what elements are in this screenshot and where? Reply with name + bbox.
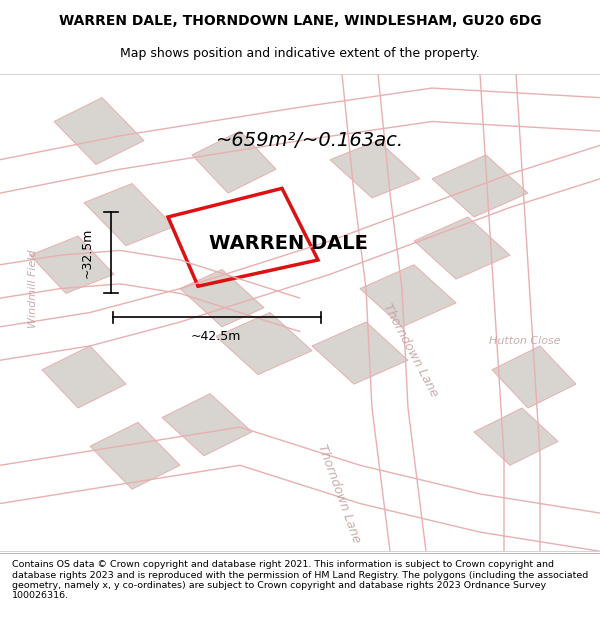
Polygon shape bbox=[42, 346, 126, 408]
Text: WARREN DALE: WARREN DALE bbox=[209, 234, 367, 253]
Polygon shape bbox=[414, 217, 510, 279]
Text: Thorndown Lane: Thorndown Lane bbox=[315, 443, 363, 545]
Text: ~42.5m: ~42.5m bbox=[191, 330, 241, 343]
Polygon shape bbox=[330, 141, 420, 198]
Polygon shape bbox=[216, 312, 312, 374]
Polygon shape bbox=[474, 408, 558, 465]
Text: ~659m²/~0.163ac.: ~659m²/~0.163ac. bbox=[216, 131, 404, 150]
Text: Thorndown Lane: Thorndown Lane bbox=[381, 302, 441, 399]
Polygon shape bbox=[162, 394, 252, 456]
Polygon shape bbox=[90, 422, 180, 489]
Text: Contains OS data © Crown copyright and database right 2021. This information is : Contains OS data © Crown copyright and d… bbox=[12, 560, 588, 600]
Text: Hutton Close: Hutton Close bbox=[489, 336, 561, 346]
Polygon shape bbox=[30, 236, 114, 293]
Polygon shape bbox=[84, 184, 174, 246]
Polygon shape bbox=[192, 131, 276, 193]
Polygon shape bbox=[180, 269, 264, 327]
Polygon shape bbox=[360, 265, 456, 327]
Polygon shape bbox=[432, 155, 528, 217]
Polygon shape bbox=[312, 322, 408, 384]
Text: Map shows position and indicative extent of the property.: Map shows position and indicative extent… bbox=[120, 47, 480, 59]
Text: ~32.5m: ~32.5m bbox=[80, 228, 94, 278]
Text: WARREN DALE, THORNDOWN LANE, WINDLESHAM, GU20 6DG: WARREN DALE, THORNDOWN LANE, WINDLESHAM,… bbox=[59, 14, 541, 28]
Polygon shape bbox=[54, 98, 144, 164]
Polygon shape bbox=[492, 346, 576, 408]
Text: Windmill Field: Windmill Field bbox=[28, 249, 38, 328]
